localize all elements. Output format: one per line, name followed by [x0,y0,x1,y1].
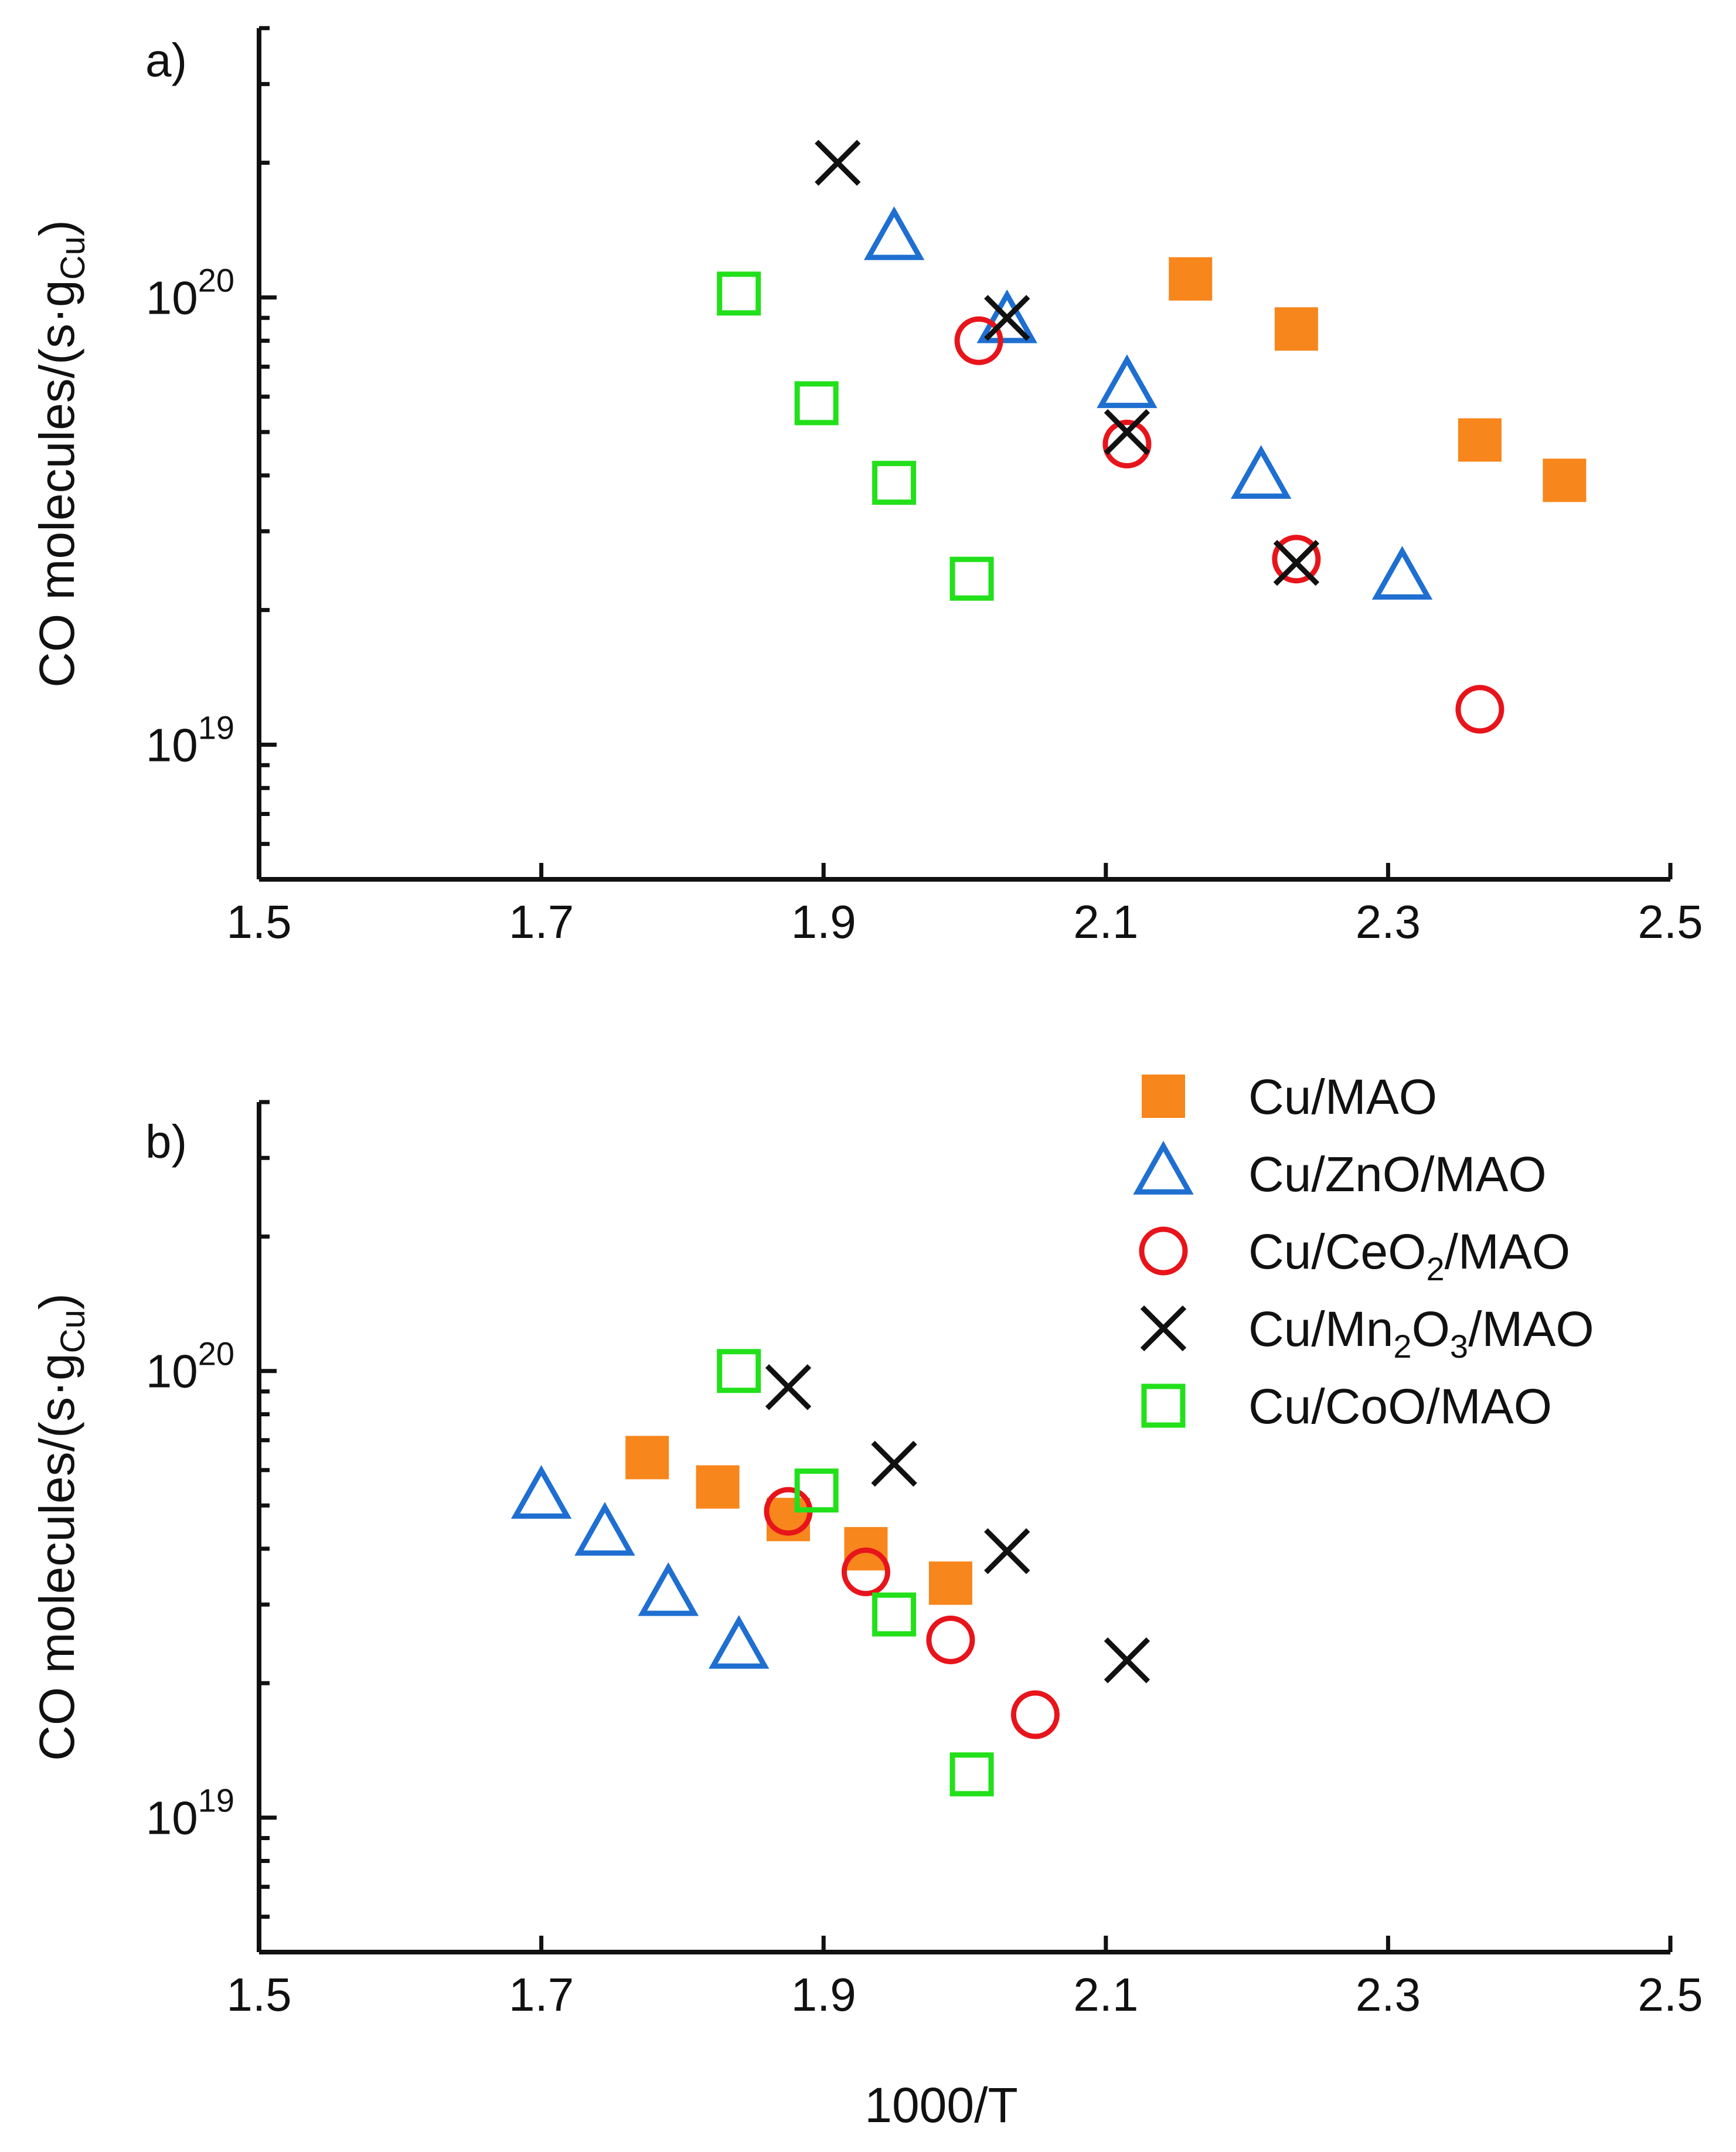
legend-marker [1139,1226,1188,1276]
data-point [984,295,1030,341]
data-point [1543,458,1587,502]
data-point [1010,1690,1060,1739]
x-tick-label: 2.1 [1073,896,1138,948]
x-tick-label: 1.5 [226,896,291,948]
data-point [976,289,1037,344]
data-point [949,1752,994,1797]
legend-entry-cu-zno-mao: Cu/ZnO/MAO [1133,1141,1547,1202]
legend-label: Cu/ZnO/MAO [1248,1147,1547,1202]
legend-entry-cu-coo-mao: Cu/CoO/MAO [1141,1379,1552,1434]
data-point [1097,354,1158,409]
data-point [1273,539,1320,586]
data-point [871,1440,917,1487]
legend-entry-cu-ceo2-mao: Cu/CeO2/MAO [1139,1224,1570,1287]
x-axis-title: 1000/T [864,2078,1018,2133]
series-cu-mn2o3-mao [765,1364,1150,1684]
panel-label: a) [145,34,187,86]
x-tick-label: 1.7 [509,1969,574,2021]
x-tick-label: 2.5 [1638,1969,1703,2021]
data-point [1458,418,1502,462]
data-point [872,461,917,505]
legend: Cu/MAO Cu/ZnO/MAO Cu/CeO2/MAO Cu/Mn2O3/MAO C… [1133,1069,1594,1434]
data-point [574,1502,635,1556]
data-point [872,1592,917,1637]
data-point [1230,445,1292,499]
x-tick-label: 1.9 [791,1969,856,2021]
data-point [1169,257,1213,301]
x-tick-label: 1.5 [226,1969,291,2021]
y-tick-label: 1020 [146,1335,234,1398]
legend-label: Cu/CeO2/MAO [1248,1224,1570,1287]
y-axis-title: CO molecules/(s·gCu) [29,1293,92,1761]
series-cu-coo-mao [717,271,994,601]
data-point [1455,685,1504,734]
x-tick-label: 1.7 [509,896,574,948]
y-tick-label: 1019 [146,1782,234,1844]
panel-a: 1.5 1.7 1.9 2.1 2.3 2.5 1019 1020 CO molecules/(… [29,26,1703,948]
legend-marker [1140,1305,1187,1352]
x-tick-label: 2.5 [1638,896,1703,948]
data-point [717,271,761,316]
data-point [926,1615,975,1664]
x-tick-label: 2.3 [1356,896,1421,948]
legend-marker [1141,1383,1186,1428]
data-point [638,1562,699,1616]
series-cu-zno-mao [510,1465,770,1669]
legend-label: Cu/CoO/MAO [1248,1379,1552,1434]
data-point [841,1547,890,1596]
data-point [863,206,925,260]
data-point [984,1528,1030,1575]
data-point [954,316,1003,365]
data-point [794,381,839,426]
data-point [1104,1637,1150,1684]
data-point [794,1468,839,1513]
series-cu-mn2o3-mao [815,140,1320,586]
x-tick-label: 1.9 [791,896,856,948]
y-tick-label: 1020 [146,261,234,324]
x-tick-label: 2.1 [1073,1969,1138,2021]
data-point [717,1349,761,1393]
legend-entry-cu-mao: Cu/MAO [1142,1069,1437,1124]
y-tick-label: 1019 [146,709,234,771]
legend-marker [1133,1141,1194,1195]
data-point [949,556,994,601]
legend-label: Cu/Mn2O3/MAO [1248,1301,1594,1365]
data-point [1371,546,1433,600]
data-point [1274,307,1318,351]
x-tick-label: 2.3 [1356,1969,1421,2021]
data-point [709,1614,770,1669]
series-cu-zno-mao [863,206,1433,600]
data-point [1104,409,1150,455]
panel-b: 1.5 1.7 1.9 2.1 2.3 2.5 1019 1020 CO molecules/(… [29,1069,1703,2133]
y-axis-title: CO molecules/(s·gCu) [29,220,92,688]
data-point [815,140,861,186]
data-point [510,1465,572,1519]
legend-entry-cu-mn2o3-mao: Cu/Mn2O3/MAO [1140,1301,1594,1365]
data-point [765,1364,812,1410]
data-point [625,1436,669,1480]
series-cu-coo-mao [717,1349,994,1797]
legend-marker [1142,1075,1185,1118]
series-cu-ceo2-mao [954,316,1504,734]
data-point [928,1561,972,1605]
panel-label: b) [145,1116,187,1168]
data-point [1102,420,1152,469]
series-cu-mao [1169,257,1587,502]
data-point [1272,535,1321,584]
data-point [696,1465,740,1509]
legend-label: Cu/MAO [1248,1069,1437,1124]
